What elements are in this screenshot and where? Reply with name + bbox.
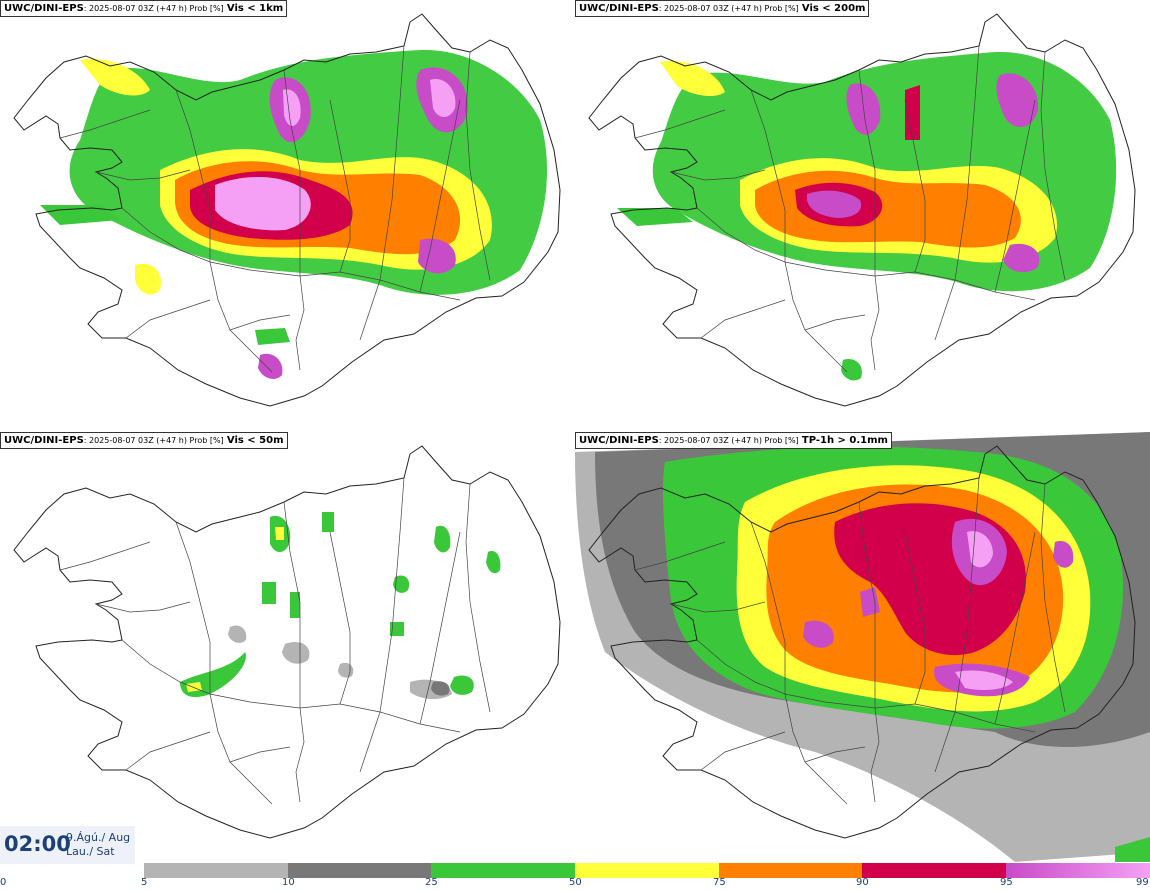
probability-fields xyxy=(617,51,1117,381)
colorbar-tick: 5 xyxy=(141,877,148,888)
colorbar-tick: 50 xyxy=(569,877,582,888)
probability-fields xyxy=(575,432,1150,862)
panel-title: UWC/DINI-EPS: 2025-08-07 03Z (+47 h) Pro… xyxy=(575,0,870,17)
map-panel-vis-200m: UWC/DINI-EPS: 2025-08-07 03Z (+47 h) Pro… xyxy=(575,0,1150,430)
colorbar-segment-50-75 xyxy=(575,863,719,878)
probability-fields xyxy=(180,512,501,700)
colorbar-segment-75-90 xyxy=(719,863,862,878)
valid-time: 02:00 xyxy=(4,832,71,856)
map-panel-vis-50m: UWC/DINI-EPS: 2025-08-07 03Z (+47 h) Pro… xyxy=(0,432,575,862)
colorbar-segment-95-99 xyxy=(1006,863,1150,878)
colorbar-tick: 25 xyxy=(425,877,438,888)
colorbar-tick: 75 xyxy=(713,877,726,888)
iceland-map-vis-50m xyxy=(0,432,575,862)
colorbar-segment-90-95 xyxy=(862,863,1006,878)
colorbar-segment-25-50 xyxy=(431,863,575,878)
iceland-map-vis-1km xyxy=(0,0,575,430)
valid-date-line1: 9.Ágú./ Aug xyxy=(66,831,131,844)
colorbar-segment-10-25 xyxy=(288,863,431,878)
colorbar-tick: 10 xyxy=(282,877,295,888)
probability-fields xyxy=(40,49,548,379)
colorbar-segment-5-10 xyxy=(144,863,288,878)
valid-date: 9.Ágú./ Aug Lau./ Sat xyxy=(66,831,130,859)
map-panel-tp-1h: UWC/DINI-EPS: 2025-08-07 03Z (+47 h) Pro… xyxy=(575,432,1150,862)
colorbar-tick: 90 xyxy=(856,877,869,888)
panel-title: UWC/DINI-EPS: 2025-08-07 03Z (+47 h) Pro… xyxy=(0,432,288,449)
colorbar-tick: 0 xyxy=(0,877,7,888)
colorbar-tick: 99 xyxy=(1136,877,1149,888)
valid-date-line2: Lau./ Sat xyxy=(66,845,115,858)
panel-title: UWC/DINI-EPS: 2025-08-07 03Z (+47 h) Pro… xyxy=(0,0,288,17)
iceland-map-vis-200m xyxy=(575,0,1150,430)
map-panel-vis-1km: UWC/DINI-EPS: 2025-08-07 03Z (+47 h) Pro… xyxy=(0,0,575,430)
panel-title: UWC/DINI-EPS: 2025-08-07 03Z (+47 h) Pro… xyxy=(575,432,892,449)
iceland-map-tp-1h xyxy=(575,432,1150,862)
valid-time-box: 02:00 9.Ágú./ Aug Lau./ Sat xyxy=(0,826,135,864)
colorbar-tick: 95 xyxy=(1000,877,1013,888)
